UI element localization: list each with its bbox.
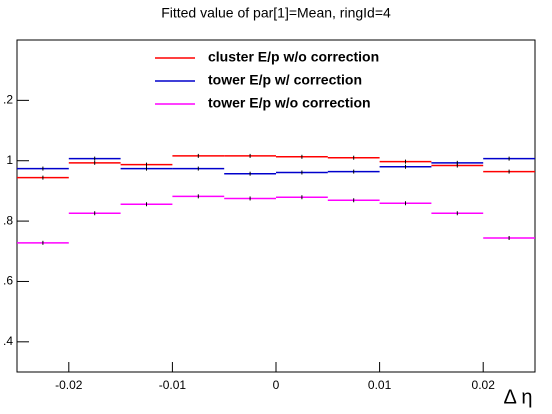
y-tick-label: .4 (3, 334, 13, 348)
legend-label: tower E/p w/o correction (208, 95, 371, 111)
x-tick-label: 0.01 (368, 378, 392, 392)
chart-title: Fitted value of par[1]=Mean, ringId=4 (161, 5, 391, 21)
legend-label: tower E/p w/ correction (208, 72, 362, 88)
y-tick-label: .2 (3, 93, 13, 107)
y-tick-label: .6 (3, 274, 13, 288)
x-axis-label: Δ η (504, 386, 533, 408)
y-tick-label: .8 (3, 213, 13, 227)
x-tick-label: -0.02 (55, 378, 83, 392)
x-tick-label: 0.02 (472, 378, 496, 392)
y-tick-label: 1 (6, 153, 13, 167)
x-tick-label: -0.01 (159, 378, 187, 392)
x-tick-label: 0 (273, 378, 280, 392)
legend-label: cluster E/p w/o correction (208, 49, 379, 65)
